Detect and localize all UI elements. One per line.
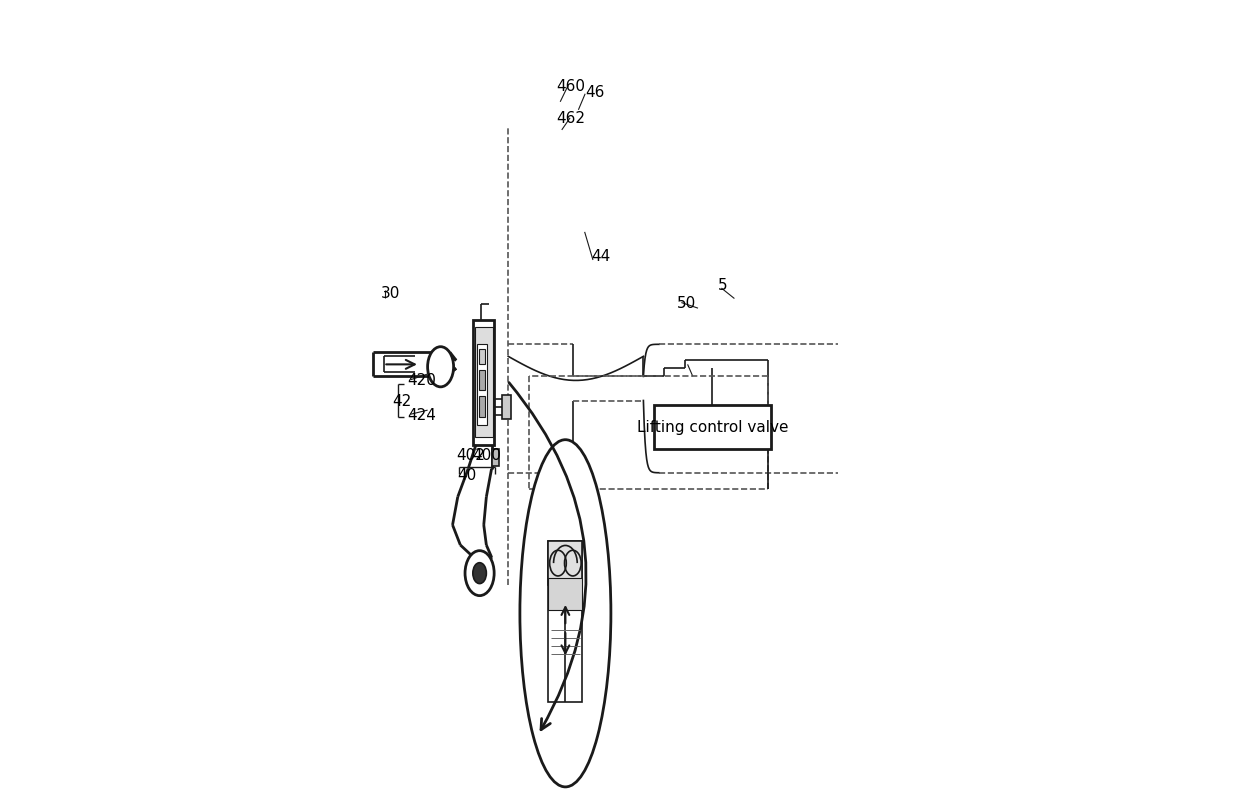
- Text: 460: 460: [557, 79, 585, 94]
- Text: 44: 44: [591, 249, 610, 264]
- Bar: [548, 541, 583, 585]
- Bar: [548, 541, 583, 702]
- Bar: [475, 327, 492, 437]
- Bar: [491, 449, 500, 467]
- Text: 42: 42: [392, 394, 412, 408]
- Text: 462: 462: [557, 111, 585, 126]
- Bar: [479, 371, 485, 391]
- Bar: [502, 396, 511, 420]
- Circle shape: [472, 563, 486, 584]
- Text: 400: 400: [471, 448, 501, 462]
- Text: 30: 30: [381, 286, 401, 300]
- Circle shape: [465, 551, 495, 596]
- Text: 50: 50: [677, 296, 697, 310]
- Text: 5: 5: [718, 277, 728, 292]
- Bar: [479, 350, 485, 364]
- Text: Lifting control valve: Lifting control valve: [636, 419, 789, 435]
- Circle shape: [428, 347, 454, 387]
- Bar: [548, 578, 583, 610]
- Text: 424: 424: [407, 407, 435, 422]
- Text: 40: 40: [458, 468, 476, 482]
- Bar: [653, 405, 771, 449]
- Text: 402: 402: [456, 448, 485, 462]
- Text: 46: 46: [585, 85, 605, 99]
- Bar: [479, 397, 485, 417]
- Bar: [477, 345, 487, 425]
- Ellipse shape: [520, 440, 611, 787]
- Text: 420: 420: [407, 373, 435, 387]
- Bar: [474, 321, 495, 445]
